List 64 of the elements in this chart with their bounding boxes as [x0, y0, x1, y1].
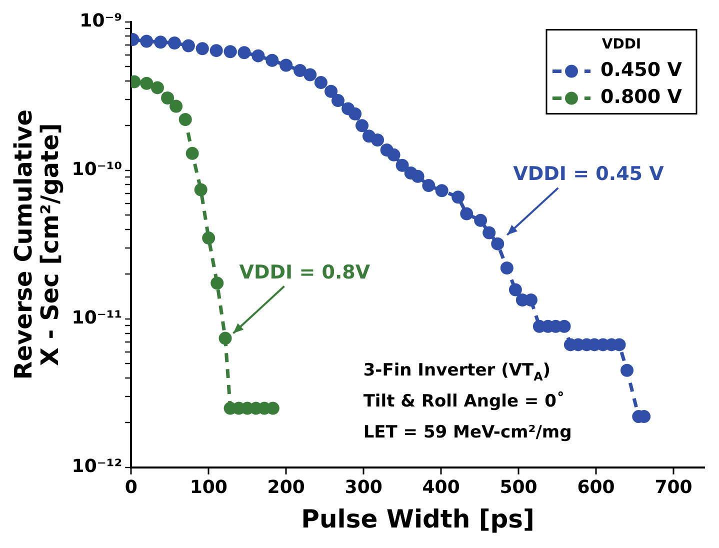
point: [194, 183, 208, 196]
point: [371, 134, 384, 147]
point: [266, 54, 279, 67]
legend-label: 0.450 V: [600, 59, 682, 82]
point: [294, 64, 307, 78]
annotation: VDDI = 0.8V: [239, 261, 370, 284]
legend-label: 0.800 V: [600, 86, 682, 108]
point: [452, 190, 465, 204]
point: [356, 119, 369, 132]
point: [332, 94, 344, 108]
point: [218, 332, 232, 345]
annotation: LET = 59 MeV-cm²/mg: [363, 422, 572, 442]
y-axis-title: Reverse Cumulative X - Sec [cm²/gate]: [9, 109, 64, 380]
point: [182, 39, 195, 52]
x-tick-label: 100: [190, 476, 228, 498]
legend-title: VDDI: [602, 36, 642, 52]
x-axis-title: Pulse Width [ps]: [301, 504, 534, 534]
point: [280, 58, 293, 72]
annotation: VDDI = 0.45 V: [513, 162, 664, 185]
y-tick-label: 10⁻⁹: [80, 10, 122, 32]
point: [558, 320, 571, 333]
point: [387, 148, 400, 162]
x-tick-label: 0: [124, 476, 138, 498]
point: [508, 283, 522, 296]
point: [435, 184, 448, 198]
point: [314, 76, 328, 90]
point: [482, 226, 496, 240]
annotation: Tilt & Roll Angle = 0˚: [363, 390, 565, 412]
point: [154, 36, 168, 49]
point: [210, 276, 224, 290]
point: [170, 100, 183, 113]
point: [224, 45, 237, 58]
point: [210, 44, 223, 58]
point: [324, 84, 338, 98]
x-tick-label: 700: [654, 476, 692, 498]
point: [348, 107, 362, 120]
point: [422, 179, 436, 192]
point: [238, 46, 251, 60]
point: [150, 81, 164, 94]
y-tick-label: 10⁻¹¹: [72, 308, 122, 329]
point: [178, 112, 192, 126]
point: [202, 232, 216, 245]
point: [186, 146, 199, 160]
point: [491, 237, 504, 250]
point: [140, 34, 154, 48]
point: [196, 42, 209, 56]
point: [620, 364, 634, 377]
point: [304, 68, 317, 82]
x-tick-label: 600: [577, 476, 615, 498]
point: [411, 170, 424, 183]
point: [168, 36, 182, 50]
point: [396, 158, 409, 172]
x-tick-label: 300: [344, 476, 382, 498]
x-tick-label: 400: [422, 476, 460, 498]
x-tick-label: 500: [500, 476, 538, 498]
point: [252, 49, 265, 62]
point: [140, 76, 154, 90]
point: [500, 262, 514, 275]
y-tick-label: 10⁻¹⁰: [72, 159, 122, 180]
x-tick-label: 200: [267, 476, 305, 498]
y-tick-label: 10⁻¹²: [72, 456, 122, 478]
point: [460, 207, 474, 220]
point: [161, 91, 174, 104]
point: [474, 214, 488, 227]
